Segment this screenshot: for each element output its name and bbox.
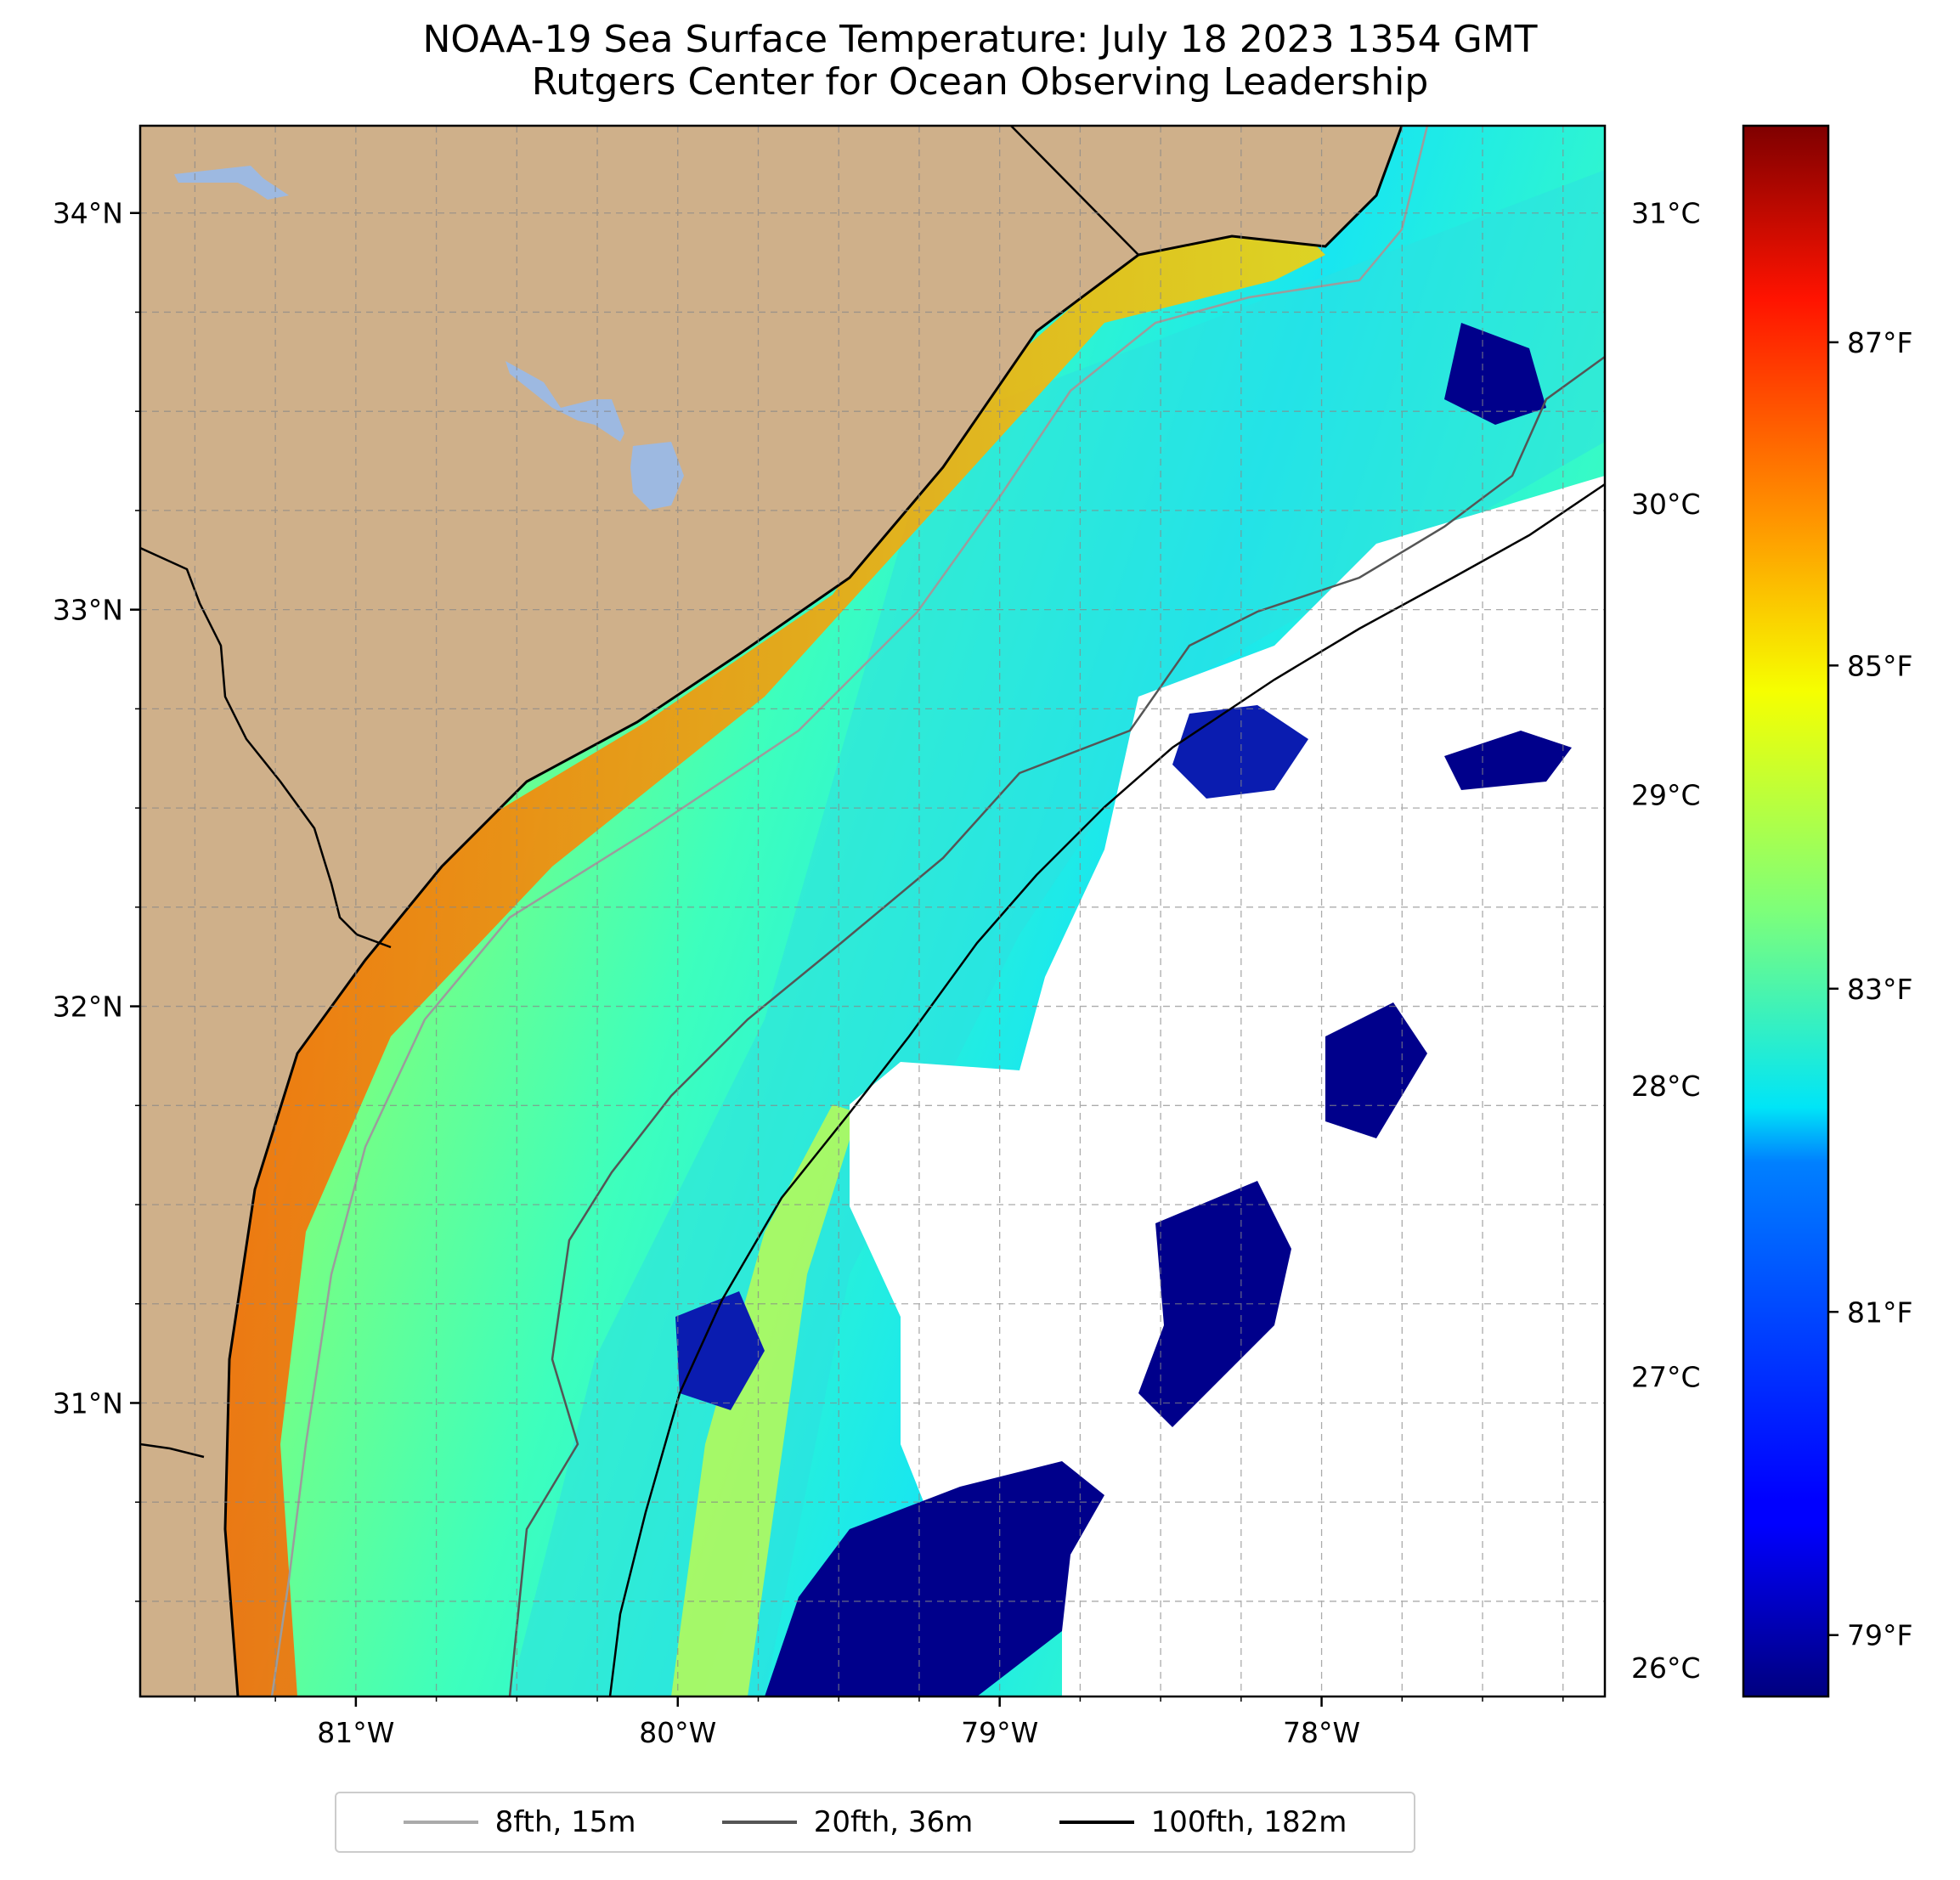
celsius-tick-label: 29°C <box>1631 779 1701 812</box>
latitude-axis: 34°N 33°N 32°N 31°N <box>53 197 140 1602</box>
state-border-river <box>140 1442 205 1459</box>
legend-item-100fth: 100fth, 182m <box>1059 1805 1347 1839</box>
map-frame <box>138 124 1607 1698</box>
celsius-tick-label: 26°C <box>1631 1651 1701 1685</box>
state-border-sc-ga <box>140 546 392 949</box>
isobath-legend: 8fth, 15m 20fth, 36m 100fth, 182m <box>335 1792 1415 1853</box>
cloud-mask <box>850 476 1605 1697</box>
isobath-8fth <box>270 126 1429 1697</box>
celsius-tick-label: 27°C <box>1631 1360 1701 1393</box>
isobath-20fth <box>508 355 1605 1697</box>
cold-patch-north <box>1444 323 1546 425</box>
lake-moultrie <box>630 442 684 510</box>
longitude-axis: 81°W 80°W 79°W 78°W <box>194 1697 1564 1749</box>
fahrenheit-tick-label: 83°F <box>1847 973 1912 1006</box>
celsius-tick-label: 30°C <box>1631 488 1701 521</box>
fahrenheit-tick-label: 85°F <box>1847 649 1912 682</box>
land <box>140 126 1402 1697</box>
cold-patch-nearshore <box>675 1291 765 1410</box>
lon-tick-label: 79°W <box>961 1716 1038 1749</box>
lat-tick-label: 32°N <box>53 991 123 1024</box>
lake-marion <box>506 361 624 442</box>
fahrenheit-tick-label: 81°F <box>1847 1296 1912 1329</box>
map-area <box>140 126 1605 1697</box>
lat-tick-label: 34°N <box>53 197 123 230</box>
legend-swatch-8fth <box>403 1821 478 1824</box>
coastline <box>223 126 1404 1697</box>
state-border-nc-sc <box>1010 126 1139 256</box>
isobath-100fth <box>608 483 1605 1697</box>
lon-tick-label: 81°W <box>317 1716 394 1749</box>
chart-title: NOAA-19 Sea Surface Temperature: July 18… <box>0 19 1960 104</box>
fahrenheit-tick-label: 79°F <box>1847 1619 1912 1652</box>
cold-patch-ne <box>1444 731 1572 790</box>
legend-item-20fth: 20fth, 36m <box>721 1805 974 1839</box>
legend-label-100fth: 100fth, 182m <box>1150 1805 1347 1839</box>
colorbar-celsius-axis: 31°C 30°C 29°C 28°C 27°C 26°C <box>1631 197 1701 1685</box>
warm-coastal-band <box>212 229 1325 1697</box>
title-line-2: Rutgers Center for Ocean Observing Leade… <box>531 60 1429 104</box>
colorbar <box>1742 124 1830 1698</box>
fahrenheit-tick-label: 87°F <box>1847 326 1912 359</box>
lake-nw <box>174 166 289 200</box>
lon-tick-label: 80°W <box>639 1716 716 1749</box>
lat-tick-label: 33°N <box>53 594 123 627</box>
celsius-tick-label: 31°C <box>1631 197 1701 230</box>
cold-patch-mid <box>1172 705 1308 799</box>
lat-tick-label: 31°N <box>53 1386 123 1420</box>
legend-swatch-20fth <box>721 1821 797 1824</box>
legend-label-20fth: 20fth, 36m <box>813 1805 974 1839</box>
warm-filament <box>671 1104 858 1697</box>
legend-item-8fth: 8fth, 15m <box>403 1805 636 1839</box>
cold-patch-south <box>765 1461 1104 1697</box>
colorbar-fahrenheit-axis: 87°F 85°F 83°F 81°F 79°F <box>1828 326 1912 1652</box>
title-line-1: NOAA-19 Sea Surface Temperature: July 18… <box>422 18 1538 61</box>
legend-label-8fth: 8fth, 15m <box>494 1805 636 1839</box>
gridlines <box>140 126 1605 1697</box>
lon-tick-label: 78°W <box>1283 1716 1360 1749</box>
celsius-tick-label: 28°C <box>1631 1070 1701 1103</box>
legend-swatch-100fth <box>1059 1821 1134 1824</box>
